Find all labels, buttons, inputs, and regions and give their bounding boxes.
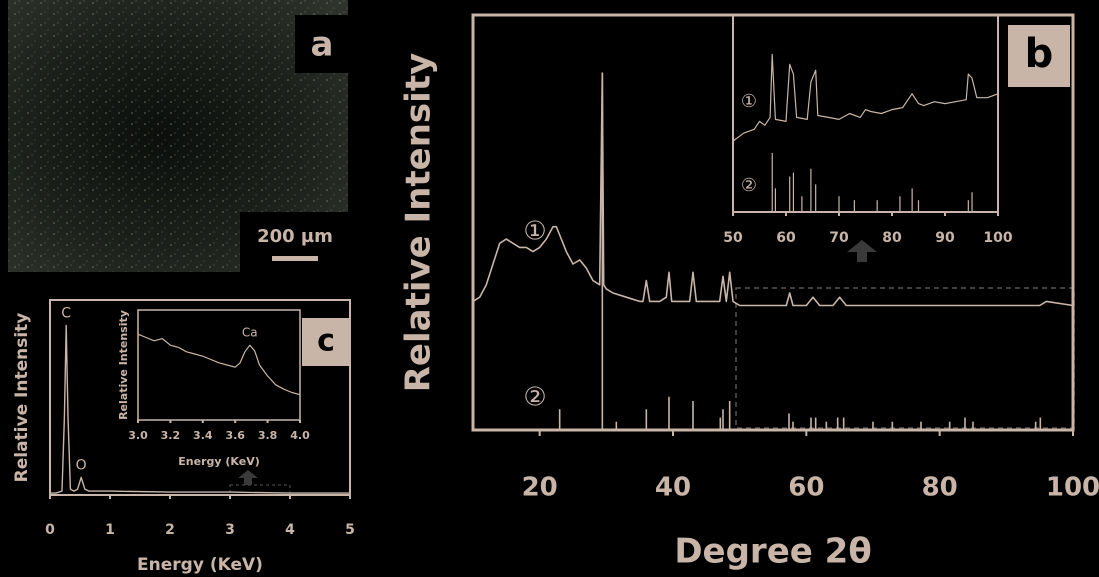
series-line bbox=[138, 334, 300, 395]
x-axis-label: Energy (KeV) bbox=[137, 555, 263, 575]
x-tick-label: 70 bbox=[829, 230, 849, 246]
series-label: ① bbox=[741, 91, 757, 112]
series-line bbox=[473, 73, 1073, 305]
series-line bbox=[733, 54, 998, 141]
panel-label: c bbox=[317, 324, 335, 359]
scale-bar bbox=[272, 256, 318, 261]
series-label: ① bbox=[523, 217, 546, 247]
x-axis-label: Energy (KeV) bbox=[178, 455, 259, 468]
peak-label: O bbox=[76, 457, 87, 473]
x-tick-label: 100 bbox=[1046, 473, 1099, 503]
x-tick-label: 80 bbox=[922, 473, 958, 503]
figure: a 200 µm 20406080100Degree 2θRelative In… bbox=[0, 0, 1099, 577]
panel-label: a bbox=[311, 25, 334, 65]
x-tick-label: 0 bbox=[45, 522, 55, 538]
scale-bar-label: 200 µm bbox=[257, 226, 333, 247]
x-tick-label: 3.2 bbox=[161, 429, 181, 442]
x-tick-label: 60 bbox=[788, 473, 824, 503]
x-tick-label: 90 bbox=[935, 230, 955, 246]
x-tick-label: 100 bbox=[983, 230, 1012, 246]
plot-frame bbox=[138, 310, 300, 420]
x-tick-label: 20 bbox=[522, 473, 558, 503]
micrograph: a 200 µm bbox=[8, 0, 350, 274]
x-tick-label: 1 bbox=[105, 522, 115, 538]
x-tick-label: 4 bbox=[285, 522, 295, 538]
series-label: ② bbox=[741, 175, 757, 196]
peak-label: Ca bbox=[242, 326, 258, 340]
y-axis-label: Relative Intensity bbox=[117, 310, 130, 420]
x-tick-label: 5 bbox=[345, 522, 355, 538]
x-tick-label: 4.0 bbox=[290, 429, 310, 442]
x-tick-label: 60 bbox=[776, 230, 796, 246]
x-tick-label: 3 bbox=[225, 522, 235, 538]
x-tick-label: 3.6 bbox=[225, 429, 245, 442]
zoom-arrow bbox=[847, 240, 877, 262]
zoom-arrow bbox=[238, 470, 258, 485]
series-label: ② bbox=[523, 383, 546, 413]
x-tick-label: 3.0 bbox=[128, 429, 148, 442]
y-axis-label: Relative Intensity bbox=[12, 313, 32, 483]
panel-label: b bbox=[1025, 31, 1054, 77]
x-tick-label: 50 bbox=[723, 230, 743, 246]
x-tick-label: 3.4 bbox=[193, 429, 213, 442]
x-axis-label: Degree 2θ bbox=[674, 532, 871, 572]
x-tick-label: 80 bbox=[882, 230, 902, 246]
x-tick-label: 3.8 bbox=[258, 429, 278, 442]
peak-label: C bbox=[61, 305, 71, 321]
x-tick-label: 40 bbox=[655, 473, 691, 503]
zoom-region bbox=[736, 288, 1074, 428]
y-axis-label: Relative Intensity bbox=[399, 53, 439, 393]
x-tick-label: 2 bbox=[165, 522, 175, 538]
